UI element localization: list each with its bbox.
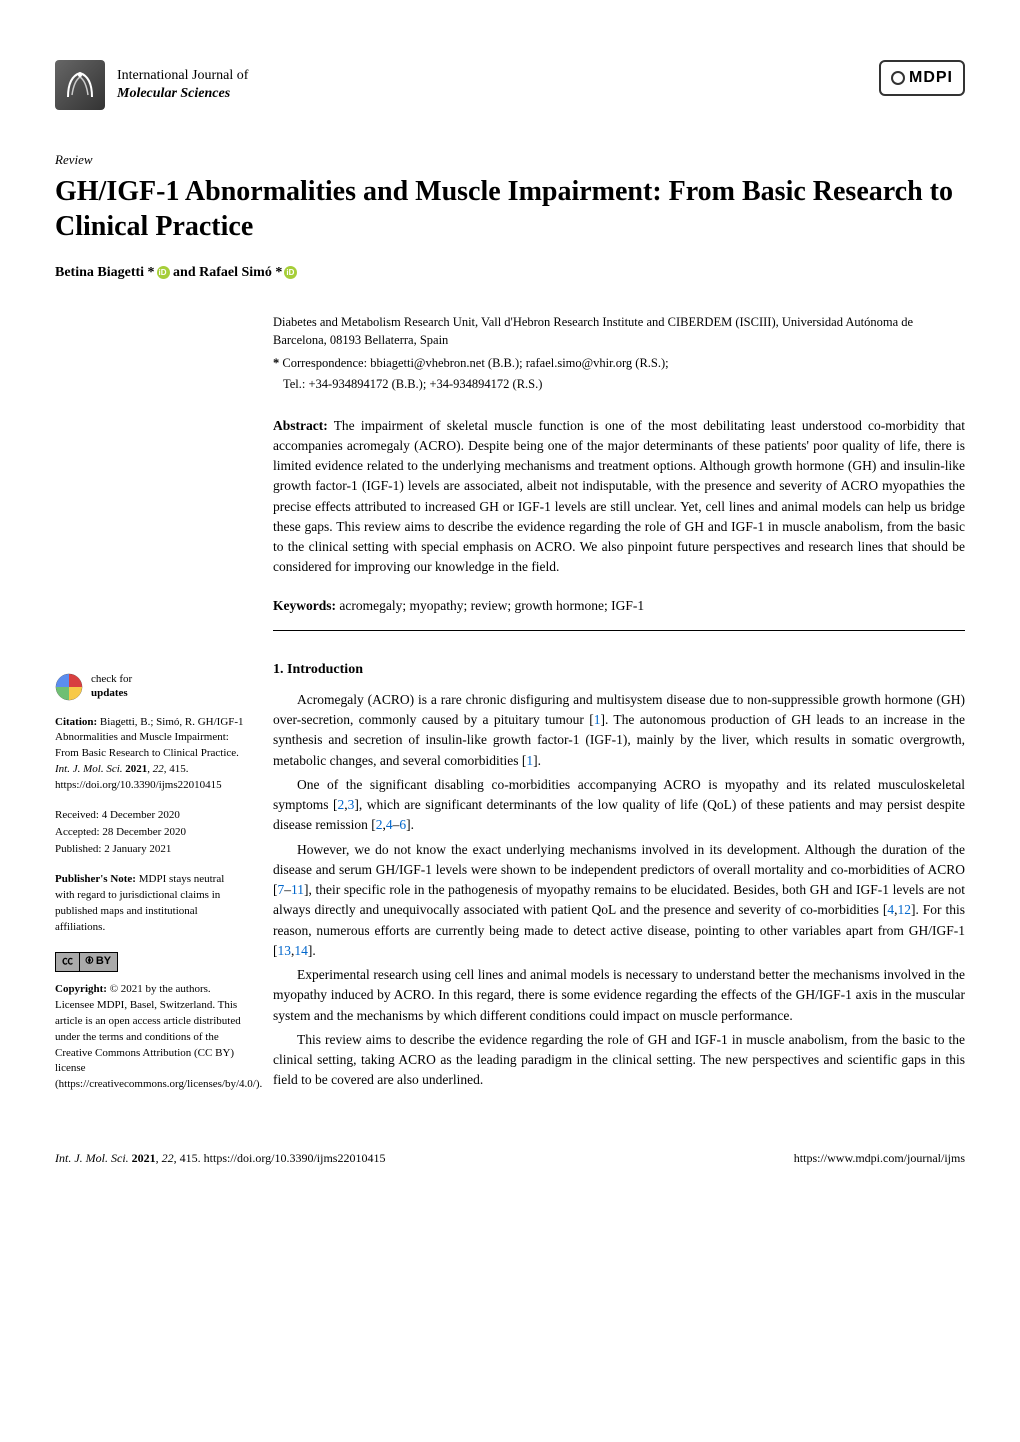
ref-link[interactable]: 7	[278, 882, 285, 897]
page-footer: Int. J. Mol. Sci. 2021, 22, 415. https:/…	[55, 1139, 965, 1167]
journal-name-line1: International Journal of	[117, 67, 248, 85]
body-paragraph: One of the significant disabling co-morb…	[273, 775, 965, 836]
body-paragraph: Experimental research using cell lines a…	[273, 965, 965, 1026]
check-updates-line1: check for	[91, 673, 132, 686]
main-grid: check for updates Citation: Biagetti, B.…	[55, 313, 965, 1095]
ref-link[interactable]: 12	[897, 902, 911, 917]
ref-link[interactable]: 3	[348, 797, 355, 812]
article-type: Review	[55, 150, 965, 170]
date-received: Received: 4 December 2020	[55, 808, 245, 824]
author-2: Rafael Simó *	[199, 265, 282, 280]
correspondence: * Correspondence: bbiagetti@vhebron.net …	[273, 354, 965, 373]
ref-link[interactable]: 2	[338, 797, 345, 812]
affiliation: Diabetes and Metabolism Research Unit, V…	[273, 313, 965, 351]
check-updates-line2: updates	[91, 687, 132, 700]
cc-icon: ㏄	[55, 952, 79, 972]
cc-license-badge[interactable]: ㏄ 🅯 BY	[55, 952, 118, 972]
section-heading-1: 1. Introduction	[273, 659, 965, 680]
by-icon: 🅯 BY	[79, 952, 118, 972]
ref-link[interactable]: 4	[386, 817, 393, 832]
footer-right[interactable]: https://www.mdpi.com/journal/ijms	[794, 1149, 965, 1167]
ref-link[interactable]: 1	[526, 753, 533, 768]
page-header: International Journal of Molecular Scien…	[55, 60, 965, 110]
authors: Betina Biagetti * and Rafael Simó *	[55, 262, 965, 283]
publisher-note: Publisher's Note: MDPI stays neutral wit…	[55, 872, 245, 936]
keywords: Keywords: acromegaly; myopathy; review; …	[273, 596, 965, 616]
ref-link[interactable]: 14	[294, 943, 308, 958]
publisher-note-label: Publisher's Note:	[55, 873, 136, 885]
date-accepted: Accepted: 28 December 2020	[55, 825, 245, 841]
date-published: Published: 2 January 2021	[55, 842, 245, 858]
ref-link[interactable]: 13	[278, 943, 292, 958]
affiliation-block: Diabetes and Metabolism Research Unit, V…	[273, 313, 965, 394]
sidebar-spacer	[55, 313, 245, 673]
dates-block: Received: 4 December 2020 Accepted: 28 D…	[55, 808, 245, 858]
copyright-text: © 2021 by the authors. Licensee MDPI, Ba…	[55, 983, 262, 1091]
journal-logo-icon	[55, 60, 105, 110]
ref-link[interactable]: 6	[399, 817, 406, 832]
check-updates-icon	[55, 673, 83, 701]
ref-link[interactable]: 2	[376, 817, 383, 832]
journal-brand: International Journal of Molecular Scien…	[55, 60, 248, 110]
author-separator: and	[173, 265, 199, 280]
telephone: Tel.: +34-934894172 (B.B.); +34-93489417…	[273, 375, 965, 394]
sidebar: check for updates Citation: Biagetti, B.…	[55, 313, 245, 1095]
article-title: GH/IGF-1 Abnormalities and Muscle Impair…	[55, 174, 965, 244]
keywords-text: acromegaly; myopathy; review; growth hor…	[339, 598, 644, 613]
keywords-label: Keywords:	[273, 598, 336, 613]
abstract-text: The impairment of skeletal muscle functi…	[273, 418, 965, 575]
citation-label: Citation:	[55, 716, 97, 728]
ref-link[interactable]: 4	[887, 902, 894, 917]
journal-name: International Journal of Molecular Scien…	[117, 67, 248, 103]
main-column: Diabetes and Metabolism Research Unit, V…	[273, 313, 965, 1095]
check-updates-label: check for updates	[91, 673, 132, 699]
citation-block: Citation: Biagetti, B.; Simó, R. GH/IGF-…	[55, 715, 245, 795]
publisher-logo: MDPI	[879, 60, 965, 96]
copyright-label: Copyright:	[55, 983, 107, 995]
check-updates[interactable]: check for updates	[55, 673, 245, 701]
ref-link[interactable]: 11	[291, 882, 304, 897]
orcid-icon[interactable]	[157, 266, 170, 279]
author-1: Betina Biagetti *	[55, 265, 155, 280]
ref-link[interactable]: 1	[594, 712, 601, 727]
orcid-icon[interactable]	[284, 266, 297, 279]
abstract: Abstract: The impairment of skeletal mus…	[273, 416, 965, 578]
copyright-block: Copyright: © 2021 by the authors. Licens…	[55, 982, 245, 1094]
body-paragraph: This review aims to describe the evidenc…	[273, 1030, 965, 1091]
body-paragraph: However, we do not know the exact underl…	[273, 840, 965, 962]
correspondence-text: Correspondence: bbiagetti@vhebron.net (B…	[282, 356, 668, 370]
journal-name-line2: Molecular Sciences	[117, 85, 248, 103]
divider	[273, 630, 965, 631]
footer-left: Int. J. Mol. Sci. 2021, 22, 415. https:/…	[55, 1149, 385, 1167]
body-paragraph: Acromegaly (ACRO) is a rare chronic disf…	[273, 690, 965, 771]
abstract-label: Abstract:	[273, 418, 328, 433]
